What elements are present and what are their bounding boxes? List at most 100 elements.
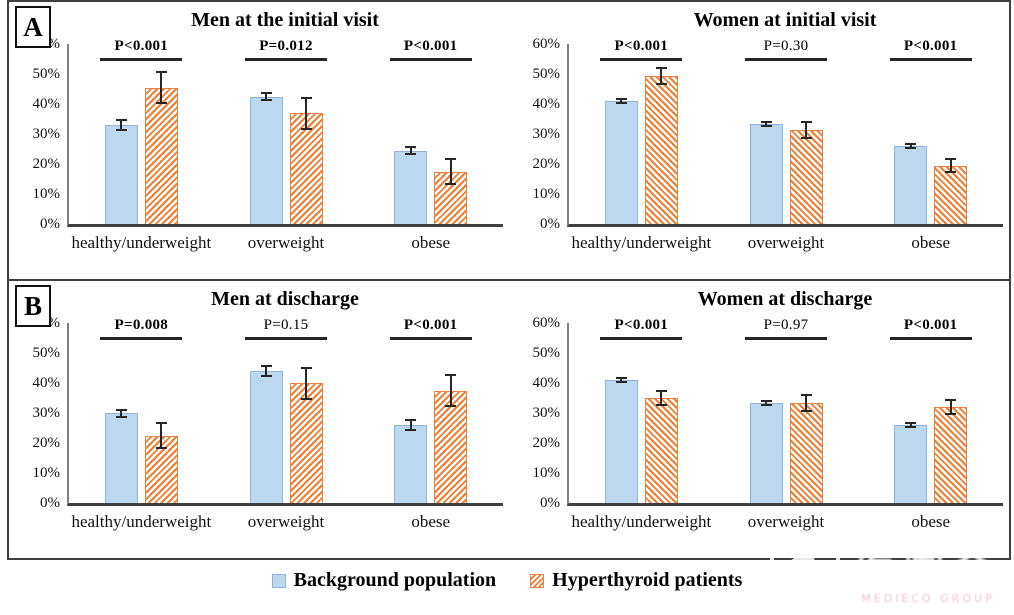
panel-b: B Men at discharge 60% 50% 40% 30% 20% 1… [7, 279, 1011, 560]
legend-swatch-hyperthyroid [530, 573, 545, 588]
significance-line [745, 337, 827, 340]
y-tick-label: 40% [32, 96, 61, 112]
error-bar [800, 120, 812, 139]
y-tick-label: 20% [532, 435, 561, 451]
bar-hyperthyroid [434, 374, 468, 503]
category-label: obese [411, 233, 451, 252]
y-tick-label: 0% [540, 216, 560, 232]
panel-a-label: A [15, 6, 51, 48]
y-axis: 60% 50% 40% 30% 20% 10% 0% [19, 315, 67, 511]
error-bar [155, 422, 167, 449]
bar-background [394, 419, 428, 503]
chart-title: Men at the initial visit [191, 9, 379, 31]
significance-annotation: P=0.97 [736, 316, 836, 340]
significance-annotation: P=0.30 [736, 37, 836, 61]
chart-title: Women at initial visit [693, 9, 877, 31]
bar-background [104, 119, 138, 224]
bar-background [604, 377, 638, 503]
category-axis: healthy/underweight overweight obese [569, 227, 1003, 253]
significance-annotation: P<0.001 [881, 37, 981, 61]
category-label: healthy/underweight [571, 233, 712, 252]
p-value-label: P<0.001 [903, 317, 958, 333]
y-tick-label: 50% [32, 345, 61, 361]
error-bar [300, 96, 312, 130]
y-axis: 60% 50% 40% 30% 20% 10% 0% [19, 36, 67, 232]
significance-line [245, 337, 327, 340]
bar-hyperthyroid [789, 120, 823, 224]
p-value-label: P<0.001 [903, 38, 958, 54]
error-bar [655, 66, 667, 85]
error-bar [405, 419, 417, 431]
plot-area: P<0.001 P=0.30 [567, 38, 1003, 227]
y-tick-label: 30% [532, 126, 561, 142]
y-tick-label: 50% [532, 66, 561, 82]
p-value-label: P<0.001 [403, 317, 458, 333]
category-label: overweight [247, 512, 325, 531]
plot-area: P<0.001 P=0.97 [567, 317, 1003, 506]
bar-hyperthyroid [434, 158, 468, 224]
bar-hyperthyroid [934, 158, 968, 224]
y-tick-label: 0% [540, 495, 560, 511]
significance-line [889, 337, 972, 340]
bar-hyperthyroid [789, 393, 823, 503]
y-tick-label: 20% [32, 156, 61, 172]
y-tick-label: 50% [532, 345, 561, 361]
significance-annotation: P<0.001 [91, 37, 191, 61]
bar-background [604, 98, 638, 224]
bar-background [394, 146, 428, 224]
bar-hyperthyroid [144, 422, 178, 503]
legend: Background population Hyperthyroid patie… [0, 569, 1014, 592]
significance-annotation: P<0.001 [381, 37, 481, 61]
bar-background [749, 120, 783, 224]
p-value-label: P=0.008 [114, 317, 169, 333]
y-tick-label: 30% [532, 405, 561, 421]
error-bar [445, 374, 457, 407]
significance-annotation: P<0.001 [591, 37, 691, 61]
significance-line [745, 58, 827, 61]
y-tick-label: 20% [532, 156, 561, 172]
y-axis: 60% 50% 40% 30% 20% 10% 0% [519, 315, 567, 511]
error-bar [260, 92, 272, 101]
error-bar [945, 398, 957, 416]
bar-background [749, 399, 783, 503]
significance-line [600, 58, 683, 61]
significance-line [245, 58, 327, 61]
bar-background [249, 92, 283, 224]
plot-area: P=0.008 P=0.15 [67, 317, 503, 506]
bar-background [249, 365, 283, 503]
y-tick-label: 0% [40, 216, 60, 232]
y-tick-label: 10% [532, 465, 561, 481]
significance-annotation: P=0.008 [91, 316, 191, 340]
chart-men-discharge: Men at discharge 60% 50% 40% 30% 20% 10%… [19, 282, 503, 558]
category-label: healthy/underweight [71, 512, 212, 531]
y-tick-label: 0% [40, 495, 60, 511]
significance-annotation: P<0.001 [381, 316, 481, 340]
error-bar [800, 393, 812, 412]
chart-women-initial: Women at initial visit 60% 50% 40% 30% 2… [519, 3, 1003, 279]
error-bar [760, 120, 772, 127]
y-tick-label: 40% [32, 375, 61, 391]
significance-annotation: P<0.001 [881, 316, 981, 340]
bar-hyperthyroid [644, 66, 678, 224]
panel-b-charts-row: Men at discharge 60% 50% 40% 30% 20% 10%… [19, 282, 1003, 558]
significance-line [389, 337, 472, 340]
category-label: overweight [747, 512, 825, 531]
legend-label: Hyperthyroid patients [552, 569, 743, 591]
error-bar [405, 146, 417, 155]
bar-hyperthyroid [289, 96, 323, 224]
y-tick-label: 40% [532, 375, 561, 391]
watermark-subtitle: MEDIECO GROUP [861, 591, 995, 605]
panel-b-label: B [15, 285, 51, 327]
chart-title: Women at discharge [697, 288, 873, 310]
y-tick-label: 10% [32, 465, 61, 481]
p-value-label: P=0.012 [259, 38, 313, 54]
bar-hyperthyroid [144, 71, 178, 224]
p-value-label: P<0.001 [614, 38, 669, 54]
y-axis: 60% 50% 40% 30% 20% 10% 0% [519, 36, 567, 232]
error-bar [905, 422, 917, 428]
y-tick-label: 60% [532, 36, 561, 52]
category-axis: healthy/underweight overweight obese [69, 506, 503, 532]
legend-swatch-background [271, 573, 286, 588]
bar-background [894, 422, 928, 503]
